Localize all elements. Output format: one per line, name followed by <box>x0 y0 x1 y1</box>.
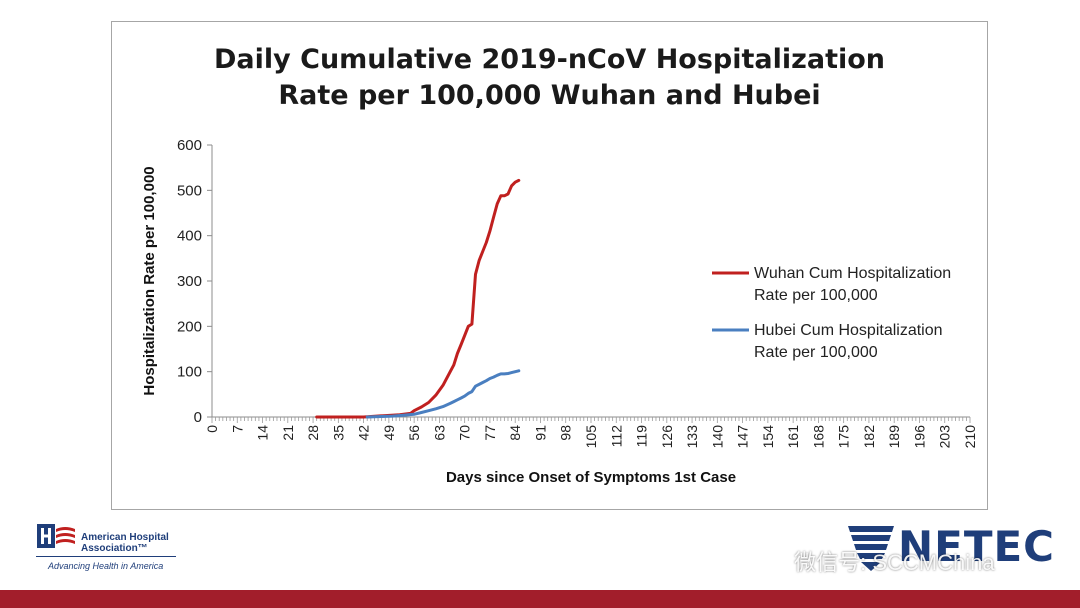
x-tick-label: 147 <box>735 425 751 449</box>
x-tick-label: 196 <box>911 425 927 449</box>
netec-shield-icon <box>848 526 894 571</box>
x-tick-label: 91 <box>532 425 548 441</box>
x-tick-label: 154 <box>760 425 776 449</box>
aha-flag-icon <box>37 524 75 548</box>
x-tick-label: 98 <box>558 425 574 441</box>
x-tick-label: 161 <box>785 425 801 449</box>
legend-label-1-0: Hubei Cum Hospitalization <box>754 322 943 339</box>
y-tick-label: 100 <box>177 364 202 381</box>
series-line-1 <box>365 369 521 419</box>
aha-name: American Hospital Association™ <box>81 532 191 554</box>
series-line-0 <box>315 178 521 419</box>
x-tick-label: 119 <box>634 425 650 448</box>
x-tick-label: 175 <box>836 425 852 449</box>
watermark-text: 微信号: SCCMChina <box>794 550 995 575</box>
x-tick-label: 21 <box>280 425 296 441</box>
chart-frame: Daily Cumulative 2019-nCoV Hospitalizati… <box>111 21 988 510</box>
y-axis-label: Hospitalization Rate per 100,000 <box>141 166 158 395</box>
y-tick-label: 600 <box>177 137 202 154</box>
x-tick-label: 210 <box>962 425 978 449</box>
y-tick-label: 400 <box>177 228 202 245</box>
x-tick-label: 112 <box>608 425 624 448</box>
x-tick-label: 28 <box>305 425 321 441</box>
x-tick-label: 14 <box>255 425 271 441</box>
x-tick-label: 7 <box>229 425 245 433</box>
x-tick-label: 49 <box>381 425 397 441</box>
legend-label-0-1: Rate per 100,000 <box>754 287 878 304</box>
footer-bar <box>0 590 1080 608</box>
x-tick-label: 70 <box>457 425 473 441</box>
x-tick-label: 140 <box>709 425 725 449</box>
x-tick-label: 126 <box>659 425 675 449</box>
aha-logo: American Hospital Association™ Advancing… <box>36 520 186 576</box>
y-tick-label: 500 <box>177 182 202 199</box>
x-tick-label: 0 <box>204 425 220 433</box>
chart-title: Daily Cumulative 2019-nCoV Hospitalizati… <box>112 42 987 114</box>
aha-name-line-2: Association™ <box>81 543 148 554</box>
x-axis-label: Days since Onset of Symptoms 1st Case <box>446 469 736 486</box>
netec-name: NETEC <box>898 522 1056 571</box>
x-tick-label: 133 <box>684 425 700 449</box>
x-tick-label: 105 <box>583 425 599 449</box>
line-chart: 0 100 200 300 400 500 600 0 7 14 21 28 35 42 49 56 63 70 7… <box>141 137 978 486</box>
aha-divider <box>36 556 176 557</box>
wechat-icon <box>761 554 787 575</box>
x-tick-label: 77 <box>482 425 498 441</box>
y-tick-label: 300 <box>177 273 202 290</box>
chart-title-line-2: Rate per 100,000 Wuhan and Hubei <box>278 80 821 111</box>
legend-label-1-1: Rate per 100,000 <box>754 344 878 361</box>
aha-tagline: Advancing Health in America <box>48 561 164 571</box>
aha-name-line-1: American Hospital <box>81 532 169 543</box>
legend-label-0-0: Wuhan Cum Hospitalization <box>754 265 951 282</box>
chart-title-line-1: Daily Cumulative 2019-nCoV Hospitalizati… <box>213 44 886 75</box>
x-tick-label: 182 <box>861 425 877 449</box>
x-tick-label: 84 <box>507 425 523 441</box>
netec-logo: NETEC <box>846 522 1056 574</box>
x-tick-label: 189 <box>886 425 902 449</box>
x-tick-label: 42 <box>356 425 372 441</box>
x-tick-label: 203 <box>937 425 953 449</box>
x-tick-label: 168 <box>810 425 826 449</box>
x-tick-label: 35 <box>330 425 346 441</box>
y-tick-label: 0 <box>194 409 202 426</box>
x-tick-label: 56 <box>406 425 422 441</box>
x-tick-label: 63 <box>431 425 447 441</box>
y-tick-label: 200 <box>177 318 202 335</box>
wechat-watermark: 微信号: SCCMChina <box>760 545 995 577</box>
